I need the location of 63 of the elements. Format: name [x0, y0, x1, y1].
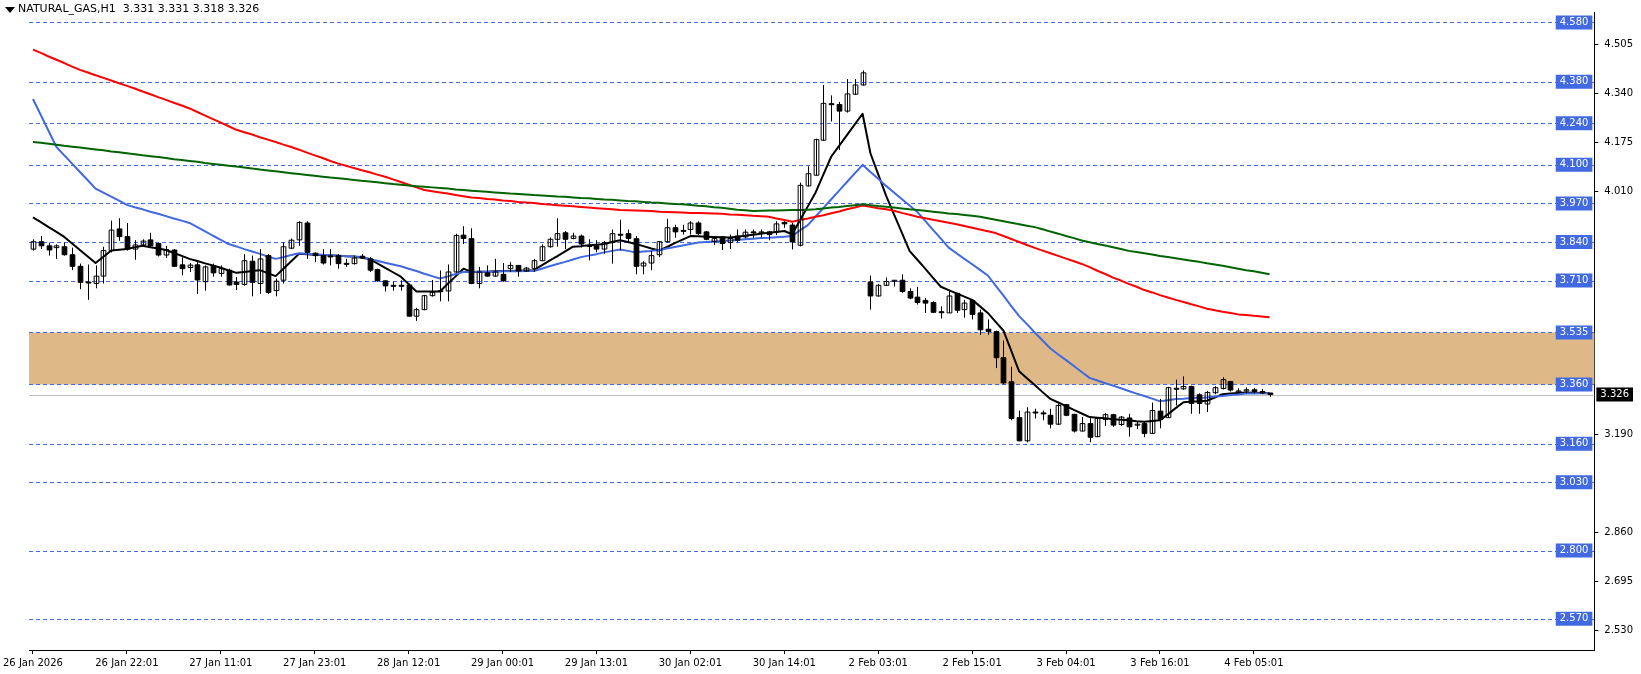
- chart-title: NATURAL_GAS,H1 3.331 3.331 3.318 3.326: [18, 2, 260, 15]
- ref-line-label: 4.100: [1559, 158, 1589, 170]
- ref-line-label: 2.570: [1559, 612, 1589, 624]
- ref-line-label: 3.160: [1559, 437, 1589, 449]
- y-tick-label: 4.505: [1604, 38, 1634, 50]
- candlestick: [296, 220, 303, 247]
- candlestick: [93, 264, 100, 289]
- y-tick-label: 2.860: [1604, 526, 1634, 538]
- candlestick: [1165, 386, 1172, 419]
- candlestick: [445, 264, 452, 302]
- ref-line-label: 4.580: [1559, 15, 1589, 27]
- candlestick: [946, 289, 953, 314]
- candlestick: [280, 242, 287, 285]
- ref-line-label: 3.535: [1559, 326, 1589, 338]
- ref-line-label: 3.840: [1559, 235, 1589, 247]
- x-tick-label: 29 Jan 13:01: [564, 656, 629, 668]
- candlestick: [241, 253, 248, 287]
- y-tick-label: 4.340: [1604, 87, 1634, 99]
- candlestick: [805, 165, 812, 187]
- candlestick: [813, 138, 820, 177]
- candlestick: [797, 182, 804, 247]
- x-tick-label: 30 Jan 02:01: [658, 656, 723, 668]
- ref-line-label: 3.360: [1559, 378, 1589, 390]
- candlestick: [218, 264, 225, 278]
- y-tick-label: 2.530: [1604, 624, 1634, 636]
- x-tick-label: 27 Jan 11:01: [189, 656, 253, 668]
- ref-line-label: 3.970: [1559, 196, 1589, 208]
- x-tick-label: 3 Feb 16:01: [1130, 656, 1190, 668]
- ref-line-label: 3.710: [1559, 274, 1589, 286]
- ref-line-label: 3.326: [1600, 388, 1630, 400]
- x-tick-label: 26 Jan 22:01: [95, 656, 159, 668]
- candlestick: [664, 218, 671, 244]
- x-tick-label: 2 Feb 03:01: [848, 656, 908, 668]
- candlestick: [1204, 390, 1211, 413]
- ref-line-label: 2.800: [1559, 544, 1589, 556]
- x-tick-label: 2 Feb 15:01: [942, 656, 1002, 668]
- candlestick: [554, 217, 561, 248]
- candlestick: [609, 229, 616, 265]
- x-tick-label: 27 Jan 23:01: [283, 656, 347, 668]
- ref-line-label: 4.380: [1559, 75, 1589, 87]
- y-tick-label: 2.695: [1604, 575, 1634, 587]
- candlestick: [453, 233, 460, 274]
- x-tick-label: 3 Feb 04:01: [1036, 656, 1096, 668]
- x-tick-label: 29 Jan 00:01: [470, 656, 535, 668]
- candlestick: [132, 239, 139, 261]
- y-tick-label: 3.190: [1604, 428, 1634, 440]
- x-tick-label: 28 Jan 12:01: [376, 656, 441, 668]
- candlestick: [476, 266, 483, 289]
- candlestick: [844, 78, 851, 114]
- candlestick: [1024, 406, 1031, 443]
- x-tick-label: 30 Jan 14:01: [752, 656, 816, 668]
- candlestick: [257, 248, 264, 295]
- y-tick-label: 4.175: [1604, 136, 1634, 148]
- x-tick-label: 26 Jan 2026: [3, 656, 63, 668]
- candlestick: [108, 220, 115, 253]
- x-tick-label: 4 Feb 05:01: [1224, 656, 1284, 668]
- candlestick: [202, 264, 209, 292]
- candlestick: [100, 246, 107, 285]
- candlestick: [820, 84, 827, 142]
- ref-line-label: 4.240: [1559, 116, 1589, 128]
- candlestick: [648, 250, 655, 271]
- y-tick-label: 4.010: [1604, 185, 1634, 197]
- ref-line-label: 3.030: [1559, 475, 1589, 487]
